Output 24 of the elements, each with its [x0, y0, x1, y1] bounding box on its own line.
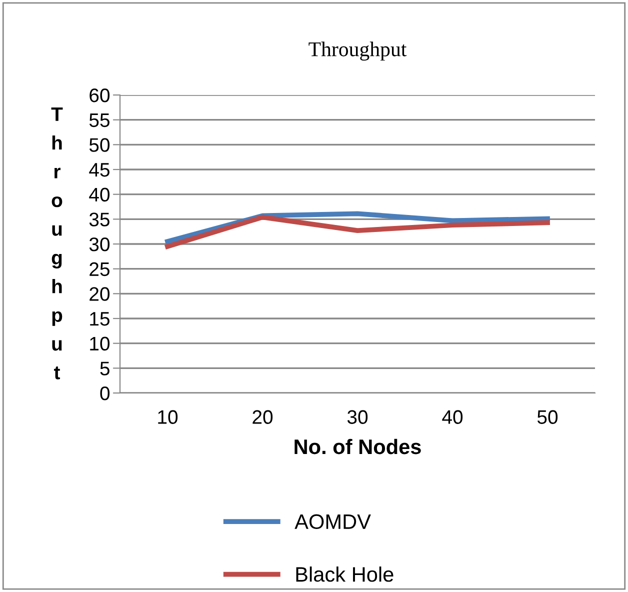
x-axis-title: No. of Nodes: [294, 438, 421, 454]
y-tick-label: 10: [90, 336, 110, 351]
x-tick-label: 50: [537, 410, 558, 424]
text: Throughput: [51, 107, 63, 380]
x-tick-label: 40: [442, 410, 463, 424]
legend-label: AOMDV: [294, 514, 371, 530]
y-tick-label: 30: [89, 237, 110, 252]
line-series: [165, 214, 550, 249]
y-tick-label: 35: [89, 212, 110, 226]
y-tick-label: 40: [89, 188, 110, 202]
y-tick-label: 60: [90, 88, 110, 102]
y-tick-label: 45: [89, 163, 110, 177]
y-tick-label: 20: [90, 287, 110, 301]
chart-title: Throughput: [308, 42, 407, 61]
x-tick-label: 30: [347, 410, 368, 424]
y-tick-label: 50: [89, 138, 110, 152]
y-tick-label: 5: [100, 362, 110, 376]
y-tick-label: 55: [89, 114, 110, 128]
x-tick-label: 20: [252, 410, 273, 424]
x-tick-label: 10: [158, 410, 178, 424]
y-tick-label: 25: [90, 262, 110, 276]
y-tick-label: 0: [100, 386, 110, 400]
y-tick-label: 15: [90, 312, 110, 326]
legend-label: Black Hole: [296, 566, 394, 582]
